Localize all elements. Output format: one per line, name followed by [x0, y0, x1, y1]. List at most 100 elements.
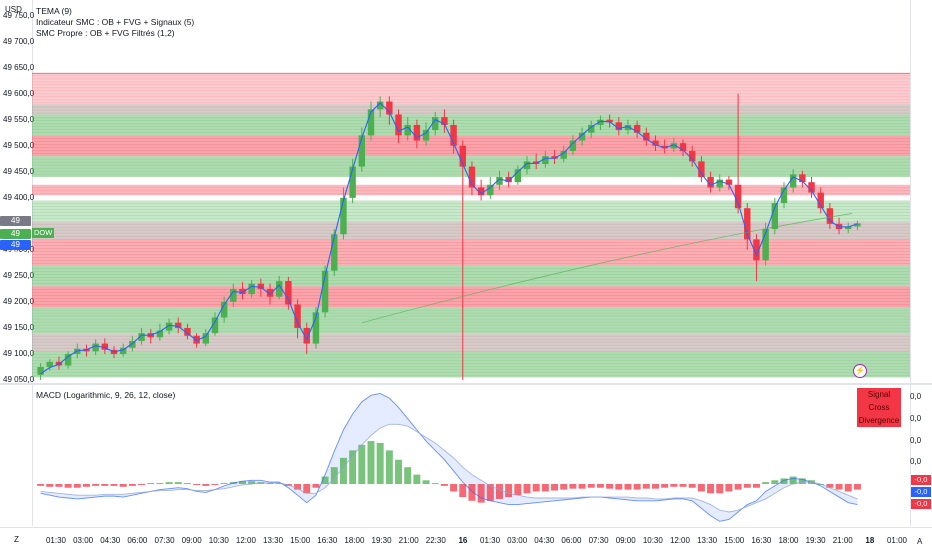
candle-body: [487, 184, 494, 196]
legend-smc-indicator[interactable]: Indicateur SMC : OB + FVG + Signaux (5): [36, 17, 195, 27]
macd-hist-bar: [560, 484, 568, 490]
candle-body: [780, 187, 788, 204]
smc-zone: [32, 351, 910, 378]
candle-body: [578, 132, 586, 141]
candle-body: [358, 135, 366, 167]
macd-hist-bar: [596, 484, 604, 488]
candle-body: [725, 179, 733, 185]
time-axis-label: 16:30: [317, 536, 338, 545]
time-axis-label: 01:30: [480, 536, 501, 545]
macd-hist-bar: [523, 484, 531, 494]
macd-hist-bar: [128, 484, 136, 486]
price-axis-label: 49 400,0: [3, 192, 35, 202]
macd-hist-bar: [275, 483, 283, 485]
macd-hist-bar: [440, 484, 448, 486]
candle-body: [275, 281, 283, 297]
price-axis-label: 49 700,0: [3, 36, 35, 46]
macd-hist-bar: [752, 484, 760, 488]
macd-hist-bar: [679, 484, 687, 487]
candle-body: [707, 176, 714, 188]
candle-body: [376, 101, 384, 110]
macd-hist-bar: [780, 478, 788, 484]
macd-hist-bar: [385, 450, 393, 484]
candle-body: [817, 192, 824, 209]
macd-hist-bar: [624, 484, 632, 490]
time-axis-label: 09:00: [615, 536, 636, 545]
candle-body: [422, 130, 430, 141]
right-scale[interactable]: 0,0 0,0 0,0 0,0: [910, 0, 932, 526]
candle-body: [771, 203, 779, 230]
main-chart-pane[interactable]: [32, 0, 910, 380]
candle-body: [670, 143, 678, 149]
macd-pane[interactable]: [32, 386, 910, 526]
macd-hist-bar: [82, 484, 90, 487]
macd-hist-bar: [303, 484, 311, 494]
candle-body: [505, 176, 512, 183]
macd-hist-bar: [716, 484, 724, 494]
candle-body: [551, 156, 558, 159]
macd-hist-bar: [404, 467, 412, 484]
legend-tema[interactable]: TEMA (9): [36, 6, 72, 16]
macd-hist-bar: [46, 484, 54, 487]
macd-hist-bar: [505, 484, 513, 498]
pane-divider[interactable]: [0, 383, 932, 385]
time-axis-label: 21:00: [832, 536, 853, 545]
macd-hist-bar: [422, 480, 430, 484]
time-axis-label: 12:00: [235, 536, 256, 545]
macd-hist-bar: [734, 484, 742, 490]
smc-zone: [32, 200, 910, 222]
time-axis-label: 21:00: [398, 536, 419, 545]
candle-body: [340, 197, 347, 235]
macd-hist-bar: [395, 459, 403, 484]
macd-hist-bar: [312, 484, 320, 488]
macd-hist-bar: [64, 484, 72, 488]
macd-hist-bar: [615, 484, 623, 490]
macd-hist-bar: [220, 483, 228, 485]
macd-chart[interactable]: [32, 386, 910, 526]
price-tag-last: 49 351,1: [0, 229, 31, 248]
macd-hist-bar: [661, 484, 669, 488]
candle-body: [285, 281, 292, 305]
macd-hist-bar: [349, 450, 357, 484]
candlestick-chart[interactable]: [32, 0, 910, 380]
macd-hist-bar: [569, 484, 577, 489]
auto-scale-button[interactable]: A: [917, 537, 923, 546]
candle-body: [624, 124, 632, 131]
candle-body: [468, 166, 476, 188]
timezone-icon[interactable]: Z: [14, 535, 19, 544]
candle-body: [119, 347, 127, 354]
lightning-icon[interactable]: ⚡: [853, 364, 867, 378]
time-axis[interactable]: Z 01:30 03:00 04:30 06:00 07:30 09:00 10:30 12:…: [0, 527, 932, 551]
time-axis-label: 19:30: [371, 536, 392, 545]
candle-body: [496, 176, 503, 185]
macd-hist-bar: [119, 484, 127, 487]
macd-hist-bar: [606, 484, 614, 489]
time-axis-label: 18:00: [778, 536, 799, 545]
currency-label: USD: [5, 5, 22, 14]
candle-body: [367, 109, 375, 136]
price-tag-tema: 49 333,0: [0, 240, 31, 259]
macd-hist-bar: [853, 484, 861, 490]
macd-cloud: [40, 393, 858, 522]
price-scale[interactable]: USD 49 750,0 49 700,0 49 650,0 49 600,0 49 5…: [0, 0, 35, 526]
macd-hist-bar: [670, 484, 678, 487]
macd-hist-bar: [92, 484, 100, 486]
candle-body: [789, 174, 797, 188]
candle-body: [716, 179, 723, 188]
legend-smc-propre[interactable]: SMC Propre : OB + FVG Filtrés (1,2): [36, 28, 175, 38]
price-axis-label: 49 750,0: [3, 10, 35, 20]
time-axis-label: 19:30: [805, 536, 826, 545]
macd-hist-bar: [294, 484, 302, 490]
time-axis-label: 15:00: [290, 536, 311, 545]
macd-hist-bar: [633, 484, 641, 490]
legend-macd[interactable]: MACD (Logarithmic, 9, 26, 12, close): [36, 390, 176, 400]
macd-signal-line: [40, 423, 858, 513]
candle-body: [193, 335, 200, 344]
macd-hist-bar: [73, 484, 81, 488]
macd-hist-bar: [817, 484, 825, 485]
time-axis-label: 04:30: [100, 536, 121, 545]
time-axis-label: 18:00: [344, 536, 365, 545]
macd-hist-bar: [202, 484, 210, 486]
macd-hist-bar: [762, 482, 770, 484]
time-axis-label: 04:30: [534, 536, 555, 545]
